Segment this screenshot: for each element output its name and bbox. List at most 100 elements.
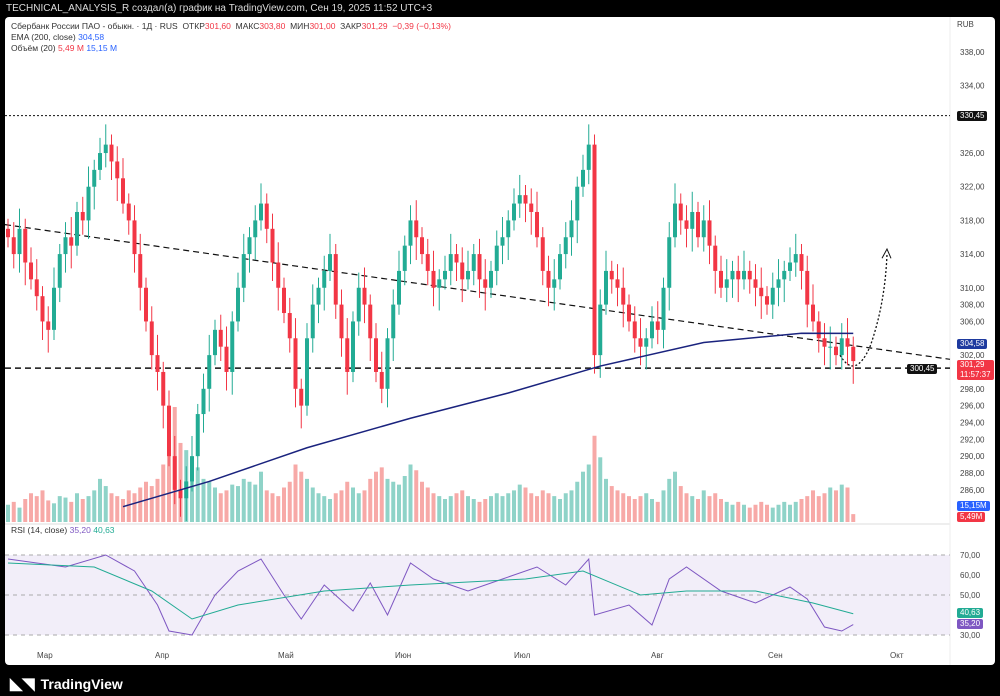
volume-bar xyxy=(598,457,603,522)
candle-body xyxy=(121,178,125,204)
candle-body xyxy=(523,195,528,204)
volume-bar xyxy=(443,499,447,522)
volume-bar xyxy=(604,478,608,522)
volume-bar xyxy=(460,490,465,522)
candle-body xyxy=(816,321,821,339)
candle-body xyxy=(253,220,258,238)
candle-body xyxy=(851,346,856,362)
volume-bar xyxy=(29,493,33,522)
volume-bar xyxy=(839,484,844,522)
volume-bar xyxy=(63,497,68,522)
candle-body xyxy=(724,279,729,288)
volume-bar xyxy=(52,503,56,522)
ema-label[interactable]: EMA (200, close) xyxy=(11,32,76,42)
volume-bar xyxy=(316,493,321,522)
volume-bar xyxy=(466,496,470,522)
candle-body xyxy=(655,321,660,330)
chart-panel[interactable]: Сбербанк России ПАО - обыкн. · 1Д · RUS … xyxy=(5,17,995,665)
volume-bar xyxy=(132,493,137,522)
volume-label[interactable]: Объём (20) xyxy=(11,43,56,53)
candle-body xyxy=(86,186,91,221)
price-tick: 318,00 xyxy=(960,216,985,225)
candle-body xyxy=(167,405,171,457)
volume-bar xyxy=(213,487,217,522)
volume-bar xyxy=(765,504,769,522)
rsi-label[interactable]: RSI (14, close) xyxy=(11,525,68,535)
candle-body xyxy=(552,279,557,288)
volume-tag: 5,49M xyxy=(957,512,986,522)
volume-bar xyxy=(575,481,580,522)
volume-bar xyxy=(385,478,390,522)
volume-bar xyxy=(402,476,407,522)
volume-bar xyxy=(558,499,562,522)
high-label: МАКС xyxy=(235,21,260,31)
candle-body xyxy=(310,304,315,339)
candle-body xyxy=(644,338,649,347)
last-price-tag: 301,29 11:57:37 xyxy=(957,360,994,380)
price-chart[interactable]: RUB 338,00 334,00 326,00 322,00 318,00 314,00 3… xyxy=(5,17,995,665)
arrow-head-icon xyxy=(881,247,892,259)
candle-body xyxy=(103,144,108,154)
symbol-name[interactable]: Сбербанк России ПАО - обыкн. · 1Д · RUS xyxy=(11,21,178,31)
price-tick: 338,00 xyxy=(960,48,985,57)
candle-body xyxy=(414,220,419,238)
volume-bar xyxy=(6,504,10,522)
volume-bar xyxy=(684,493,689,522)
volume-bar xyxy=(523,487,528,522)
candle-body xyxy=(563,237,568,255)
candle-body xyxy=(466,270,470,280)
candle-body xyxy=(259,203,263,221)
price-tick: 296,00 xyxy=(960,402,985,411)
time-tick: Авг xyxy=(651,651,664,660)
candle-body xyxy=(345,338,350,372)
bar-countdown: 11:57:37 xyxy=(960,370,991,379)
volume-bar xyxy=(391,481,396,522)
candle-body xyxy=(132,220,137,255)
candle-body xyxy=(299,388,304,406)
candle-body xyxy=(305,338,309,406)
candle-body xyxy=(805,270,810,305)
candle-body xyxy=(34,279,39,297)
candle-body xyxy=(218,329,223,347)
candle-body xyxy=(448,254,453,271)
volume-bar xyxy=(109,493,114,522)
candle-body xyxy=(500,237,505,246)
price-tick: 334,00 xyxy=(960,82,985,91)
volume-bar xyxy=(719,499,723,522)
candle-body xyxy=(385,338,390,389)
volume-bar xyxy=(241,478,246,522)
candle-body xyxy=(172,456,177,490)
candle-body xyxy=(374,338,378,372)
candle-body xyxy=(190,456,194,482)
open-value: 301,60 xyxy=(204,21,231,31)
volume-bar xyxy=(322,496,327,522)
change-value: −0,39 (−0,13%) xyxy=(392,21,451,31)
tradingview-logo: ◣◥ TradingView xyxy=(10,674,123,694)
candle-body xyxy=(149,321,154,356)
volume-bar xyxy=(115,496,120,522)
candle-body xyxy=(678,203,683,221)
volume-bar xyxy=(506,493,511,522)
candle-body xyxy=(443,270,447,280)
candle-body xyxy=(707,220,712,246)
volume-bar xyxy=(230,484,235,522)
candle-body xyxy=(845,338,850,347)
volume-bar xyxy=(282,487,286,522)
volume-bar xyxy=(218,493,223,522)
candle-body xyxy=(241,254,246,288)
time-tick: Апр xyxy=(155,651,170,660)
volume-bar xyxy=(477,501,482,522)
candle-body xyxy=(638,338,643,347)
volume-bar xyxy=(236,486,240,522)
volume-bar xyxy=(632,499,637,522)
volume-bar xyxy=(69,501,74,522)
candle-body xyxy=(586,144,591,170)
volume-bar xyxy=(747,507,752,522)
level-price-tag: 330,45 xyxy=(957,111,988,121)
volume-bar xyxy=(57,496,62,522)
candle-body xyxy=(276,262,281,288)
time-tick: Сен xyxy=(768,651,783,660)
volume-bar xyxy=(661,490,666,522)
candle-body xyxy=(822,338,827,347)
volume-bar xyxy=(500,496,505,522)
